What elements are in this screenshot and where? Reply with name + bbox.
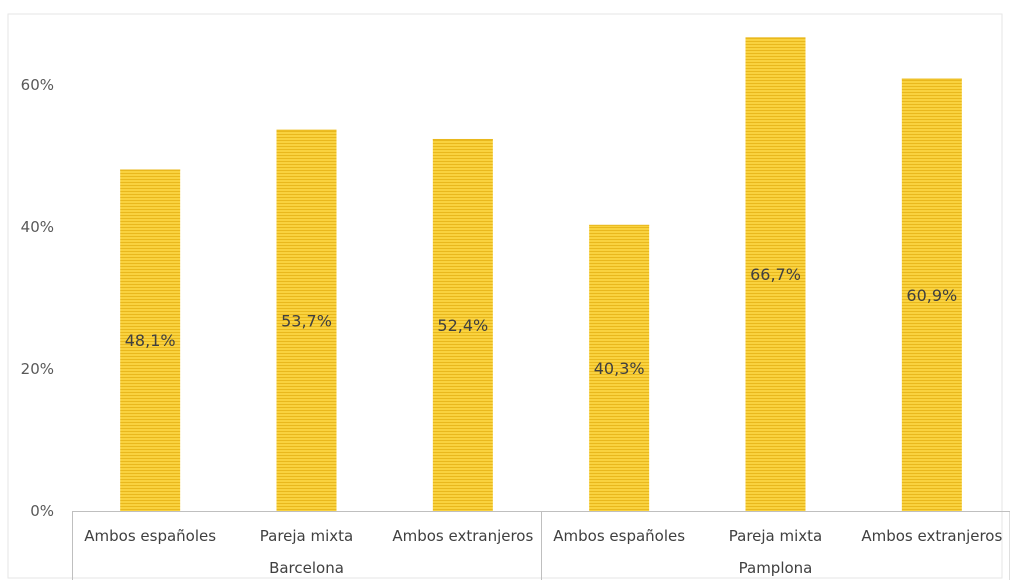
bar-data-label: 48,1% [125, 331, 176, 350]
bar [276, 129, 337, 512]
x-group-label: Barcelona [269, 559, 344, 577]
bar-data-label: 40,3% [594, 359, 645, 378]
plot-frame [7, 13, 1003, 579]
x-category-label: Ambos españoles [553, 527, 685, 545]
bar-data-label: 60,9% [906, 286, 957, 305]
x-category-label: Ambos españoles [84, 527, 216, 545]
bar-data-label: 66,7% [750, 265, 801, 284]
bar [589, 224, 650, 511]
x-category-label: Ambos extranjeros [861, 527, 1002, 545]
y-axis: 0% 20% 40% 60% [21, 76, 54, 520]
y-tick-label: 0% [30, 502, 54, 520]
x-category-label: Pareja mixta [260, 527, 354, 545]
y-tick-label: 20% [21, 360, 54, 378]
bar-data-label: 53,7% [281, 311, 332, 330]
bar [745, 37, 806, 512]
y-tick-label: 40% [21, 218, 54, 236]
x-axis: Ambos españoles Pareja mixta Ambos extranj… [72, 511, 1010, 580]
x-category-label: Ambos extranjeros [392, 527, 533, 545]
bars [120, 37, 962, 512]
bar [432, 138, 493, 511]
bar [120, 169, 181, 512]
y-tick-label: 60% [21, 76, 54, 94]
data-labels: 48,1% 53,7% 52,4% 40,3% 66,7% 60,9% [125, 265, 957, 378]
x-category-label: Pareja mixta [729, 527, 823, 545]
bar-data-label: 52,4% [437, 316, 488, 335]
x-group-label: Pamplona [739, 559, 813, 577]
bar [901, 78, 962, 512]
